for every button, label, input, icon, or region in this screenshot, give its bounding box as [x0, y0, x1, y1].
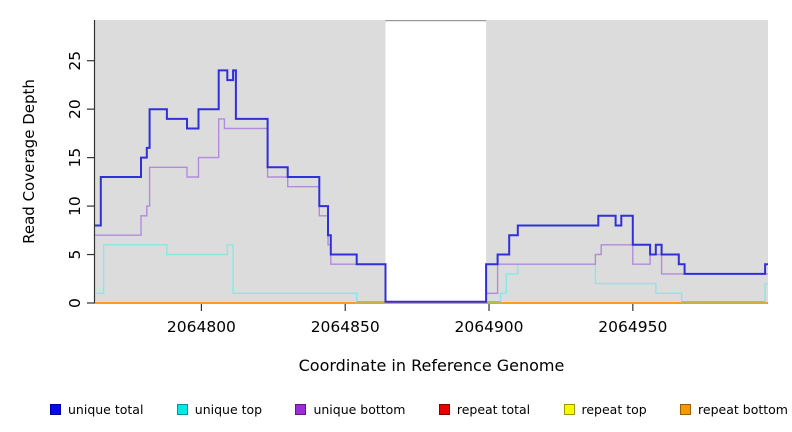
legend-item-repeat-total: repeat total	[438, 401, 531, 417]
legend-label: repeat total	[456, 401, 531, 417]
series-unique-top	[95, 244, 768, 303]
legend-label: repeat bottom	[698, 401, 788, 417]
legend-label: unique top	[194, 401, 263, 417]
y-tick-label: 10	[66, 196, 84, 216]
legend-item-repeat-top: repeat top	[563, 401, 647, 417]
y-tick-label: 25	[66, 51, 84, 71]
x-axis-title: Coordinate in Reference Genome	[299, 356, 565, 375]
y-tick-label: 0	[66, 298, 84, 308]
legend-item-repeat-bottom: repeat bottom	[680, 402, 788, 417]
x-tick-label: 2064850	[311, 318, 380, 336]
coverage-plot: 0 5 10 15 20 25 2064800 2064850 2064900 2064950 Re…	[20, 20, 768, 375]
legend-swatch-icon	[438, 403, 450, 415]
y-tick-label: 20	[66, 99, 84, 119]
x-tick-label: 2064950	[598, 318, 667, 336]
legend-label: unique total	[68, 401, 144, 417]
gap-region	[385, 20, 487, 303]
series-unique-bottom	[95, 118, 768, 303]
legend-swatch-icon	[680, 403, 692, 415]
legend-swatch-icon	[176, 403, 188, 415]
y-tick-label: 15	[66, 148, 84, 168]
legend-swatch-icon	[295, 403, 307, 415]
legend: unique total unique top unique bottom repea…	[50, 397, 788, 421]
x-tick-label: 2064800	[167, 318, 236, 336]
y-tick-label: 5	[66, 250, 84, 260]
legend-label: unique bottom	[313, 401, 406, 417]
legend-swatch-icon	[50, 403, 61, 415]
series-unique-total	[95, 69, 768, 303]
y-axis-title: Read Coverage Depth	[20, 79, 38, 244]
legend-item-unique-bottom: unique bottom	[295, 401, 406, 417]
legend-swatch-icon	[563, 403, 575, 415]
legend-label: repeat top	[581, 401, 647, 417]
x-tick-label: 2064900	[455, 318, 524, 336]
legend-item-unique-total: unique total	[50, 402, 143, 417]
legend-item-unique-top: unique top	[176, 401, 263, 417]
